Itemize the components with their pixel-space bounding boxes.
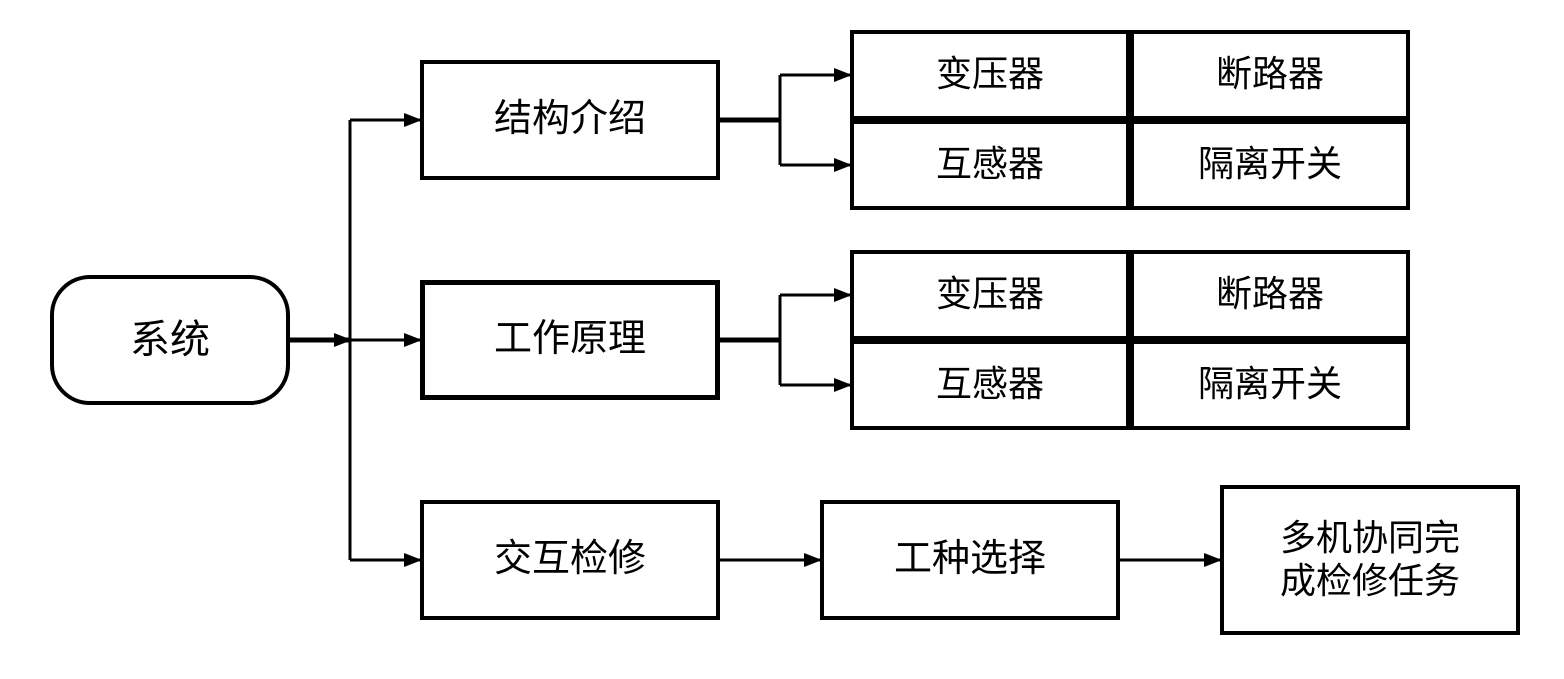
node-duanlu2: 断路器 bbox=[1130, 250, 1410, 340]
node-label: 工种选择 bbox=[894, 537, 1046, 583]
node-label: 多机协同完 成检修任务 bbox=[1280, 517, 1460, 603]
diagram-stage: 系统结构介绍工作原理交互检修变压器断路器互感器隔离开关变压器断路器互感器隔离开关… bbox=[0, 0, 1564, 679]
node-label: 工作原理 bbox=[494, 317, 646, 363]
node-duoji: 多机协同完 成检修任务 bbox=[1220, 485, 1520, 635]
node-label: 断路器 bbox=[1216, 273, 1324, 316]
node-label: 变压器 bbox=[936, 273, 1044, 316]
node-hugan2: 互感器 bbox=[850, 340, 1130, 430]
node-geli2: 隔离开关 bbox=[1130, 340, 1410, 430]
node-label: 隔离开关 bbox=[1198, 143, 1342, 186]
node-label: 断路器 bbox=[1216, 53, 1324, 96]
node-root: 系统 bbox=[50, 275, 290, 405]
node-label: 隔离开关 bbox=[1198, 363, 1342, 406]
node-maint: 交互检修 bbox=[420, 500, 720, 620]
node-label: 系统 bbox=[130, 316, 210, 364]
node-geli1: 隔离开关 bbox=[1130, 120, 1410, 210]
node-label: 互感器 bbox=[936, 143, 1044, 186]
node-bianya1: 变压器 bbox=[850, 30, 1130, 120]
node-label: 互感器 bbox=[936, 363, 1044, 406]
node-hugan1: 互感器 bbox=[850, 120, 1130, 210]
node-duanlu1: 断路器 bbox=[1130, 30, 1410, 120]
node-label: 变压器 bbox=[936, 53, 1044, 96]
node-label: 交互检修 bbox=[494, 537, 646, 583]
node-bianya2: 变压器 bbox=[850, 250, 1130, 340]
node-gongzhong: 工种选择 bbox=[820, 500, 1120, 620]
node-struct: 结构介绍 bbox=[420, 60, 720, 180]
node-principle: 工作原理 bbox=[420, 280, 720, 400]
node-label: 结构介绍 bbox=[494, 97, 646, 143]
